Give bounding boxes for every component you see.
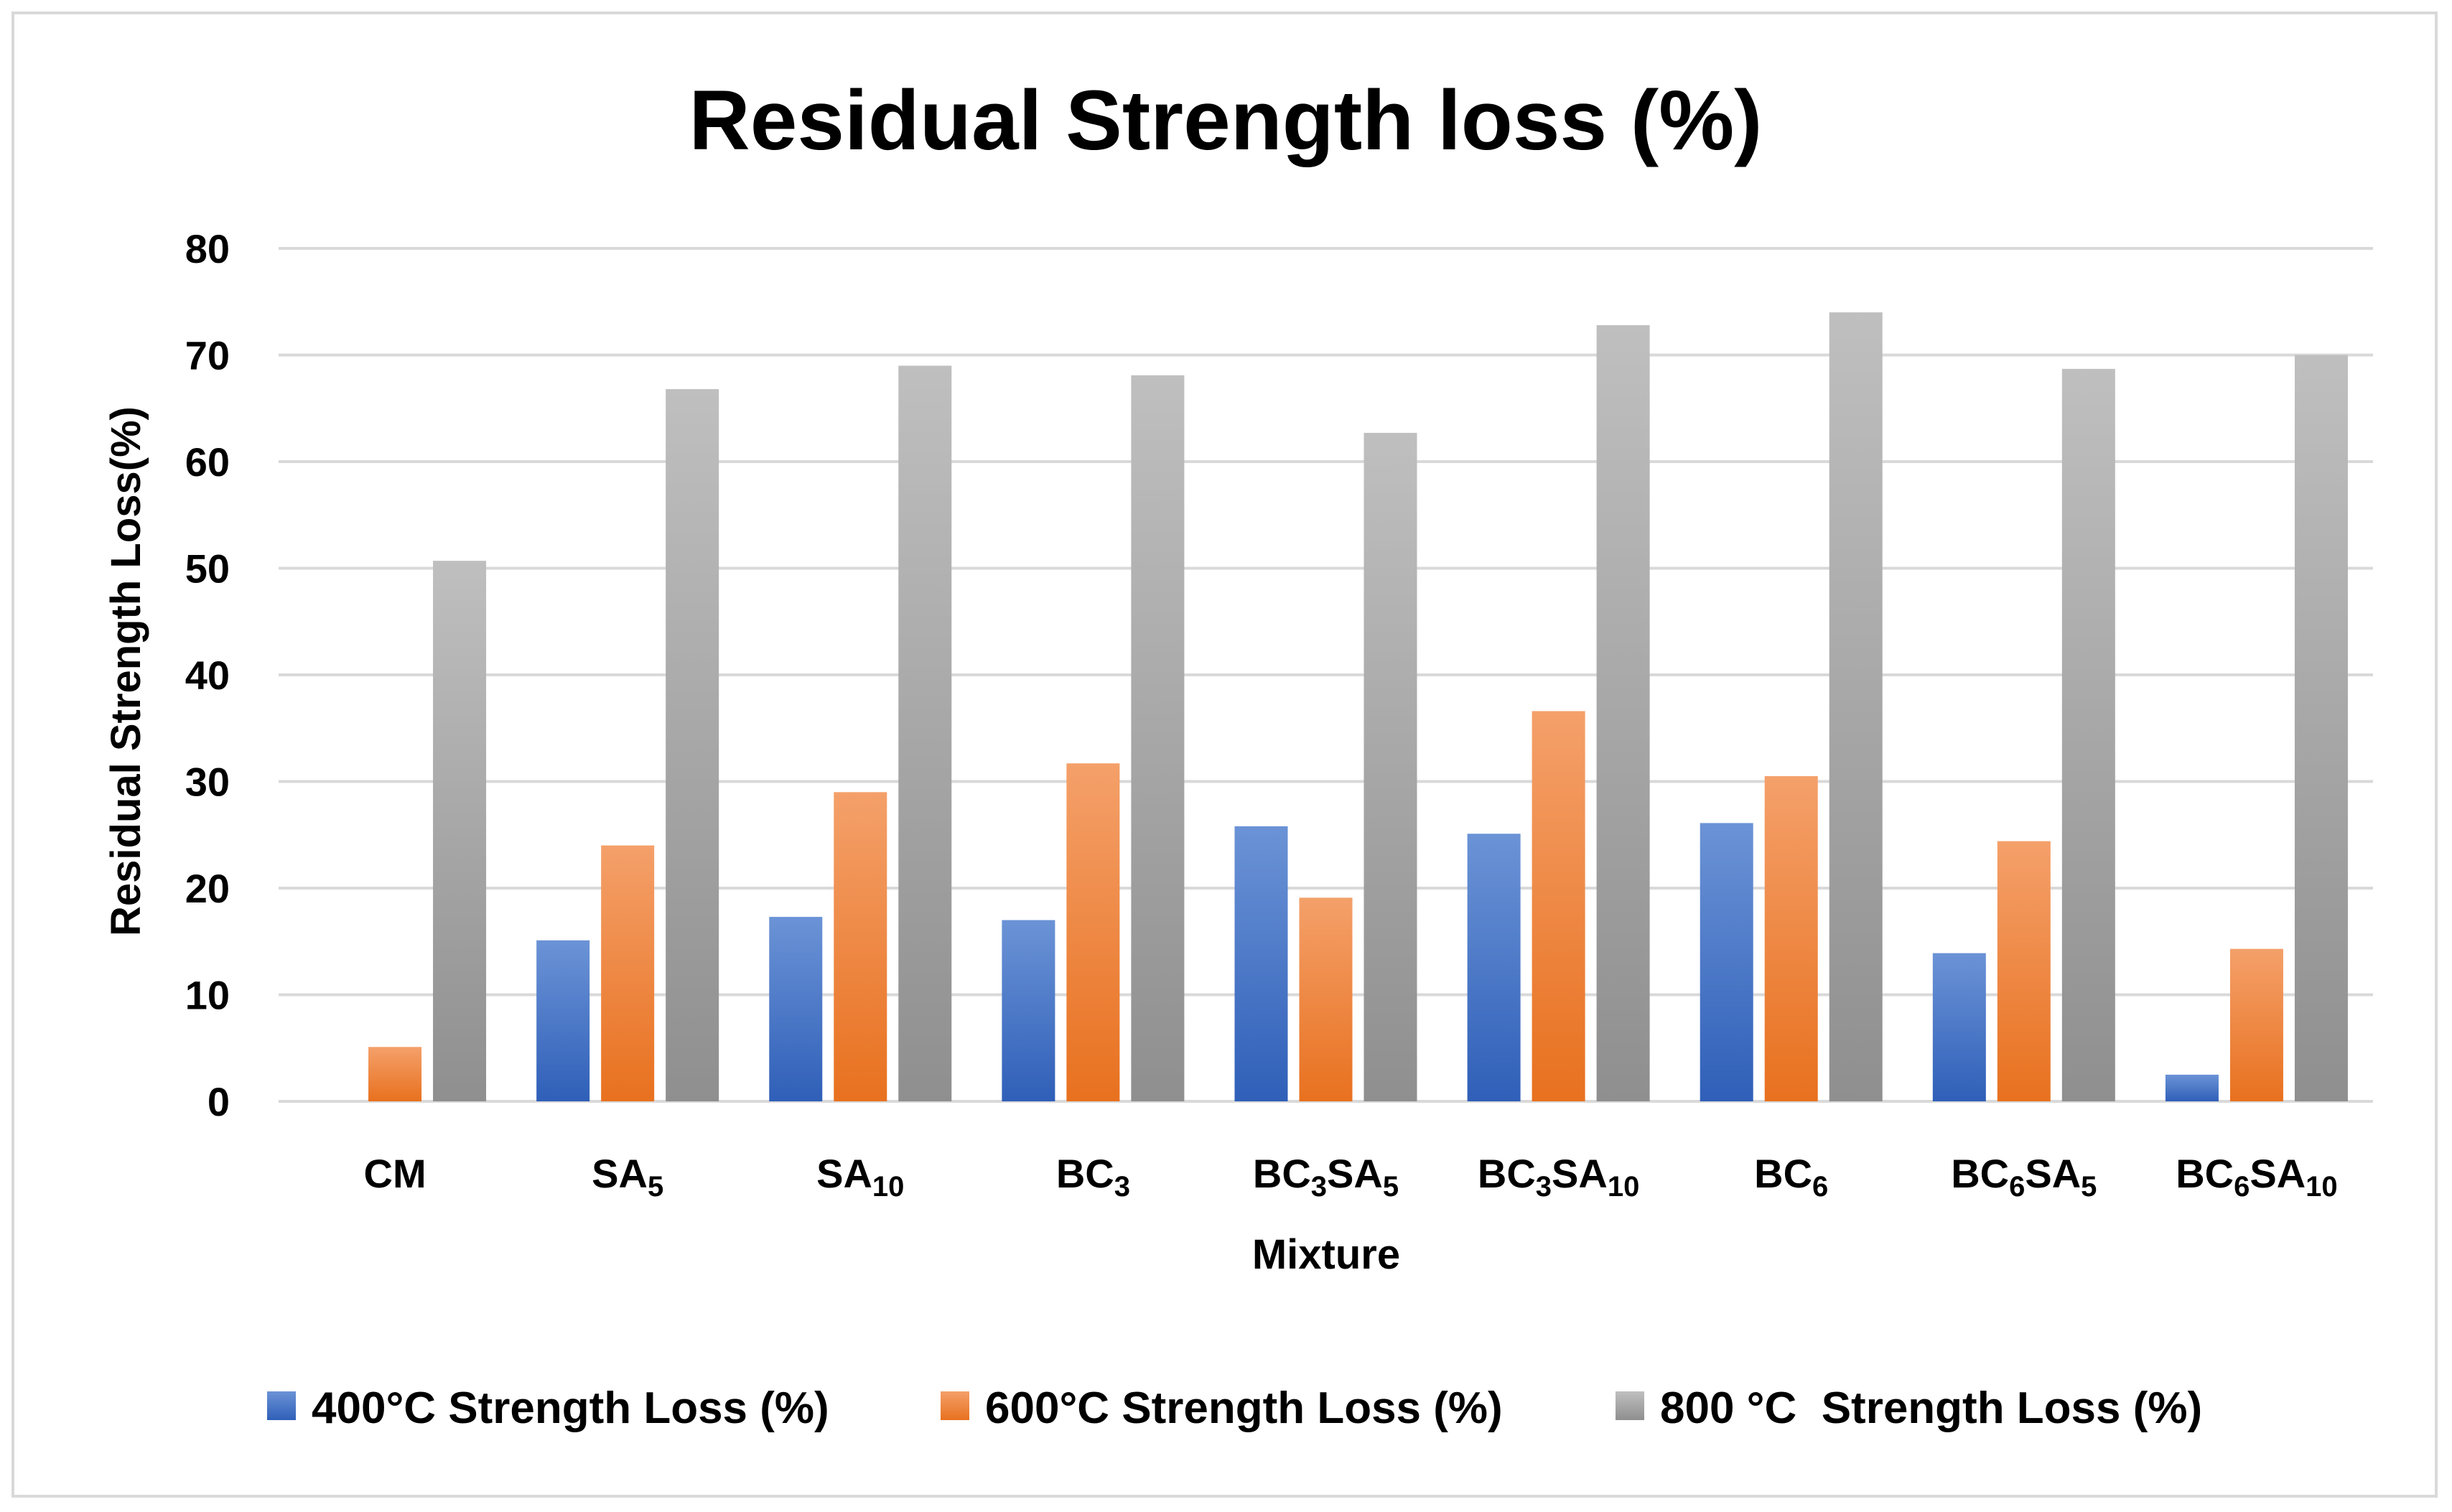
x-axis-ticks: CM SA5 SA10 BC3 BC3SA5 BC3SA10 BC6 BC6SA5 BC6SA1… [364,1151,2338,1203]
bar-BC3SA10-series-2 [1532,711,1585,1101]
y-tick-label: 80 [185,226,230,271]
bar-BC3SA5-series-1 [1234,826,1288,1101]
x-tick-label: BC6 [1754,1151,1828,1203]
bar-SA10-series-3 [898,365,952,1102]
bar-BC6SA10-series-1 [2165,1074,2219,1101]
y-tick-label: 10 [185,973,230,1018]
bar-BC6-series-3 [1829,312,1883,1102]
y-tick-label: 20 [185,866,230,911]
legend-swatch-1 [267,1391,296,1420]
y-tick-label: 60 [185,439,230,485]
legend-swatch-3 [1616,1391,1644,1420]
bar-BC3-series-3 [1131,375,1185,1101]
x-tick-label: BC3SA10 [1478,1151,1639,1203]
bar-SA5-series-3 [666,389,719,1101]
legend-label-3: 800 °C Strength Loss (%) [1660,1383,2202,1433]
bar-BC6-series-1 [1700,823,1753,1101]
y-tick-label: 40 [185,653,230,698]
x-tick-label: SA5 [592,1151,663,1203]
bar-SA10-series-1 [769,917,823,1101]
bar-CM-series-3 [433,561,487,1101]
bar-BC3SA5-series-2 [1299,897,1353,1101]
y-tick-label: 0 [208,1079,230,1124]
x-tick-label: BC6SA5 [1951,1151,2097,1203]
bar-BC6SA5-series-1 [1932,953,1986,1101]
bar-BC3-series-1 [1002,920,1055,1101]
bar-BC6-series-2 [1764,776,1818,1101]
legend-label-2: 600°C Strength Loss (%) [985,1383,1503,1433]
x-axis-label: Mixture [1252,1231,1400,1278]
bar-CM-series-2 [368,1047,422,1101]
bar-BC3SA5-series-3 [1363,432,1417,1101]
chart-title: Residual Strength loss (%) [689,73,1763,168]
x-tick-label: BC3SA5 [1253,1151,1399,1203]
bars [368,312,2348,1102]
bar-BC6SA10-series-2 [2229,948,2283,1101]
bar-BC3-series-2 [1066,763,1120,1101]
y-axis-label: Residual Strength Loss(%) [103,406,149,936]
x-tick-label: SA10 [816,1151,904,1203]
x-tick-label: BC6SA10 [2176,1151,2337,1203]
bar-BC6SA5-series-2 [1997,841,2051,1101]
bar-SA5-series-1 [536,940,590,1101]
bar-SA5-series-2 [601,845,655,1101]
bar-BC3SA10-series-3 [1596,325,1650,1101]
legend-label-1: 400°C Strength Loss (%) [312,1383,829,1433]
bar-BC6SA5-series-3 [2061,368,2115,1101]
x-tick-label: CM [364,1151,426,1196]
legend-swatch-2 [941,1391,969,1420]
y-axis-ticks: 0 10 20 30 40 50 60 70 80 [185,226,230,1124]
y-tick-label: 50 [185,546,230,592]
bar-BC6SA10-series-3 [2294,355,2348,1101]
chart-frame [11,11,2438,1498]
bar-BC3SA10-series-1 [1467,834,1521,1101]
y-tick-label: 30 [185,760,230,805]
legend: 400°C Strength Loss (%) 600°C Strength Lo… [267,1383,2202,1433]
y-tick-label: 70 [185,333,230,378]
x-tick-label: BC3 [1056,1151,1130,1203]
bar-SA10-series-2 [834,792,887,1101]
